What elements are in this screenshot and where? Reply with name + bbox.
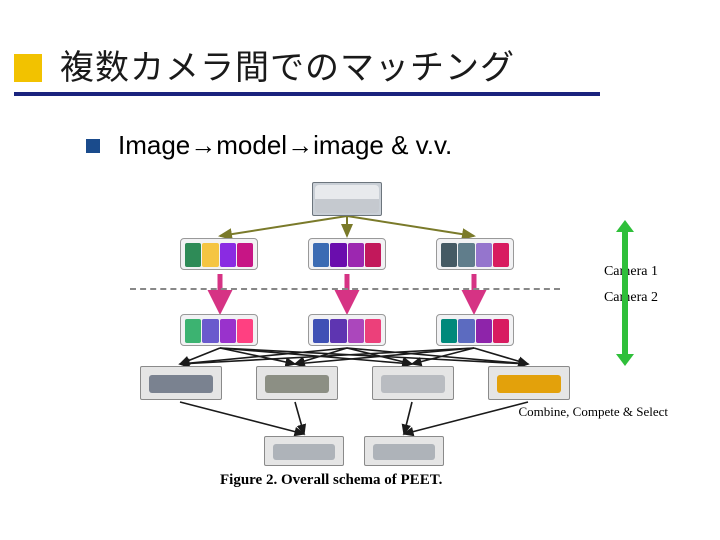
model-transferred-2 <box>308 314 386 346</box>
title-accent-square <box>14 54 42 82</box>
model-candidate-2 <box>308 238 386 270</box>
result-match-1 <box>264 436 344 466</box>
bullet-marker <box>86 139 100 153</box>
camera-divider <box>130 288 560 290</box>
bullet-item: Image→model→image & v.v. <box>86 130 452 161</box>
model-transferred-1 <box>180 314 258 346</box>
slide-title: 複数カメラ間でのマッチング <box>60 40 515 89</box>
figure-peet-schema: Camera 1 Camera 2 Combine, Compete & Sel… <box>120 182 620 482</box>
camera2-image-3 <box>372 366 454 400</box>
camera-correspondence-arrow <box>618 220 632 366</box>
bullet-text: Image→model→image & v.v. <box>118 130 452 161</box>
input-vehicle-image <box>312 182 382 216</box>
camera2-image-1 <box>140 366 222 400</box>
model-candidate-1 <box>180 238 258 270</box>
camera2-image-2 <box>256 366 338 400</box>
figure-number: Figure 2. <box>220 472 277 488</box>
figure-caption-text: Overall schema of PEET. <box>277 472 442 488</box>
combine-label: Combine, Compete & Select <box>519 404 668 420</box>
title-underline <box>14 92 600 96</box>
camera2-image-4 <box>488 366 570 400</box>
figure-caption: Figure 2. Overall schema of PEET. <box>220 472 442 489</box>
result-match-2 <box>364 436 444 466</box>
slide-title-block: 複数カメラ間でのマッチング <box>0 32 720 92</box>
model-candidate-3 <box>436 238 514 270</box>
model-transferred-3 <box>436 314 514 346</box>
